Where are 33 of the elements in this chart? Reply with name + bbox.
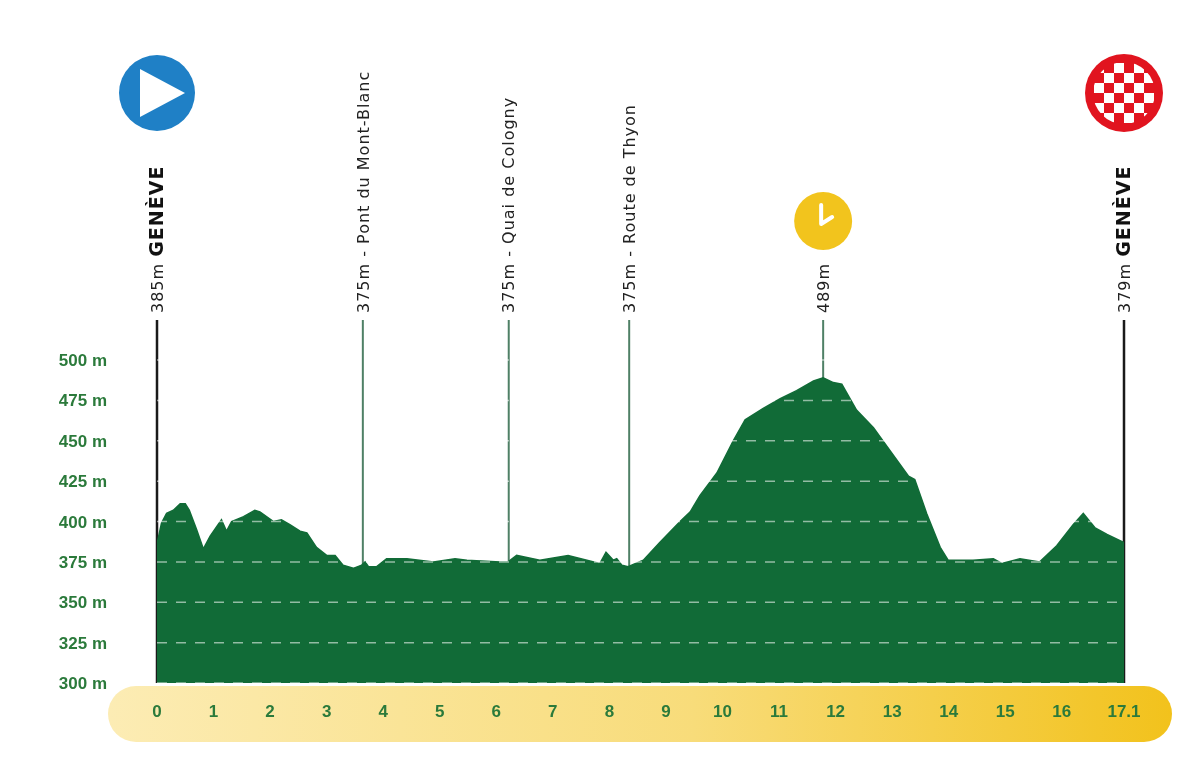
y-tick-label: 300 m <box>58 674 107 694</box>
x-tick-label: 13 <box>882 702 902 722</box>
y-tick-label: 375 m <box>58 552 107 572</box>
x-tick-label: 12 <box>826 702 846 722</box>
x-tick-label: 8 <box>604 702 615 722</box>
x-tick-label: 5 <box>435 702 445 722</box>
x-tick-label: 6 <box>491 702 502 722</box>
y-tick-label: 400 m <box>58 512 107 532</box>
y-tick-label: 500 m <box>58 351 107 371</box>
ref-line-label: 375m - Quai de Cologny <box>499 96 519 313</box>
ref-line-label: 375m - Route de Thyon <box>619 104 639 313</box>
y-tick-label: 450 m <box>58 431 107 451</box>
x-tick-label: 1 <box>208 702 219 722</box>
x-tick-label: 9 <box>661 702 671 722</box>
y-tick-label: 475 m <box>58 391 107 411</box>
x-tick-label: 3 <box>321 702 332 722</box>
x-tick-label: 16 <box>1052 702 1072 722</box>
ref-line-label: 379m GENÈVE <box>1111 165 1134 313</box>
x-tick-label: 2 <box>265 702 275 722</box>
x-tick-label: 14 <box>939 702 959 722</box>
x-tick-label: 0 <box>152 702 162 722</box>
ref-line-label: 385m GENÈVE <box>144 165 167 313</box>
y-tick-label: 325 m <box>58 633 107 653</box>
y-tick-label: 425 m <box>58 472 107 492</box>
x-tick-label: 11 <box>770 702 789 722</box>
ref-line-label: 375m - Pont du Mont-Blanc <box>353 70 373 313</box>
ref-line-label: 489m <box>813 262 833 313</box>
y-tick-label: 350 m <box>58 593 107 613</box>
x-tick-label: 15 <box>995 702 1015 722</box>
x-tick-label: 7 <box>548 702 558 722</box>
x-tick-label: 17.1 <box>1107 702 1141 722</box>
x-tick-label: 10 <box>713 702 732 722</box>
x-tick-label: 4 <box>378 702 389 722</box>
